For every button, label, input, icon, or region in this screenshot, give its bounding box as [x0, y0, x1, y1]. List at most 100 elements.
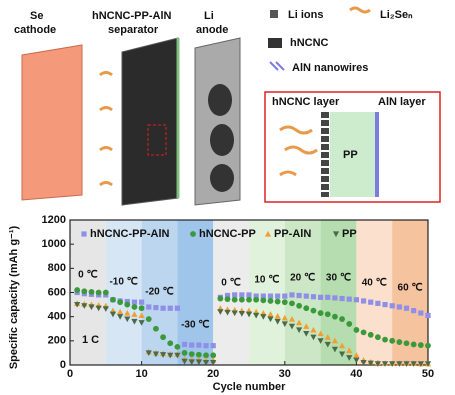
- cathode-plate: [21, 44, 83, 201]
- y-tick-label: 400: [48, 311, 66, 323]
- point: [246, 296, 252, 303]
- point: [138, 305, 145, 312]
- point: [245, 311, 253, 318]
- point: [403, 305, 410, 311]
- point: [88, 304, 95, 311]
- point: [303, 305, 310, 312]
- point: [318, 294, 324, 300]
- x-tick-label: 50: [422, 368, 434, 380]
- point: [303, 323, 310, 329]
- point: [124, 298, 130, 305]
- y-tick-label: 200: [48, 335, 66, 347]
- point: [124, 301, 131, 308]
- point: [331, 337, 339, 344]
- point: [289, 300, 295, 307]
- point: [346, 296, 352, 302]
- point: [417, 361, 424, 367]
- point: [381, 361, 389, 367]
- point: [246, 292, 252, 298]
- chart: 0 ℃ -10 ℃ -20 ℃ -30 ℃ 0 ℃ 10 ℃ 20 ℃ 30 ℃ 40 ℃ 60 …: [8, 214, 434, 393]
- temperature-label: 60 ℃: [398, 283, 423, 294]
- point: [375, 300, 381, 306]
- legend-label: hNCNC-PP: [199, 228, 256, 240]
- temperature-label: 40 ℃: [362, 278, 387, 289]
- x-tick-label: 30: [279, 368, 291, 380]
- point: [281, 321, 288, 328]
- point: [138, 320, 145, 326]
- rate-label: 1 C: [82, 334, 99, 346]
- point: [339, 295, 345, 302]
- li2sen-icon: [349, 6, 371, 14]
- point: [117, 299, 124, 306]
- point: [131, 299, 138, 305]
- anode-label: anode: [196, 24, 228, 36]
- anode-spot: [208, 84, 232, 116]
- point: [339, 316, 345, 322]
- legend-label: PP: [342, 228, 357, 240]
- point: [181, 341, 188, 348]
- point: [353, 297, 359, 303]
- point: [346, 355, 353, 361]
- temperature-label: 30 ℃: [326, 273, 351, 284]
- point: [267, 311, 274, 317]
- point: [317, 330, 324, 337]
- point: [145, 316, 152, 322]
- point: [210, 343, 216, 349]
- point: [303, 293, 309, 299]
- separator-label: hNCNC-PP-AlN: [92, 10, 171, 22]
- point: [238, 311, 245, 317]
- point: [81, 288, 88, 295]
- point: [253, 296, 260, 303]
- point: [403, 361, 410, 367]
- point: [360, 359, 367, 366]
- point: [224, 309, 231, 316]
- point: [210, 359, 217, 366]
- point: [267, 298, 274, 304]
- point: [410, 341, 417, 348]
- point: [159, 352, 167, 358]
- temperature-region: [177, 220, 214, 365]
- point: [288, 315, 296, 322]
- x-tick-label: 40: [350, 368, 362, 380]
- point: [346, 347, 353, 354]
- temperature-label: 0 ℃: [78, 270, 98, 281]
- point: [124, 316, 131, 323]
- legend-marker: [332, 231, 340, 238]
- separator-label: separator: [108, 24, 159, 36]
- point: [332, 313, 338, 320]
- point: [281, 299, 288, 306]
- point: [310, 294, 317, 300]
- point: [195, 351, 202, 358]
- legend-marker: [81, 231, 87, 237]
- separator-plate: [121, 37, 179, 206]
- cathode-label: Se: [30, 10, 43, 22]
- point: [210, 352, 217, 359]
- point: [317, 338, 324, 344]
- aln-icon: [269, 61, 285, 71]
- pp-layer: [330, 112, 375, 197]
- point: [131, 311, 138, 317]
- point: [274, 312, 281, 319]
- point: [152, 351, 160, 358]
- point: [231, 296, 238, 303]
- point: [95, 289, 102, 296]
- point: [424, 361, 432, 367]
- point: [217, 309, 224, 315]
- point: [367, 360, 374, 367]
- point: [331, 346, 339, 353]
- point: [131, 304, 138, 310]
- temperature-label: 0 ℃: [221, 278, 241, 289]
- legend-label: hNCNC-PP-AlN: [90, 228, 169, 240]
- point: [296, 319, 303, 326]
- inset-label: PP: [343, 149, 358, 161]
- point: [174, 352, 181, 359]
- point: [195, 359, 202, 366]
- point: [88, 288, 95, 295]
- x-axis-label: Cycle number: [213, 381, 286, 393]
- inset-label: hNCNC layer: [272, 96, 340, 108]
- point: [360, 329, 367, 336]
- point: [374, 334, 381, 341]
- temperature-region: [356, 220, 393, 365]
- point: [418, 310, 424, 316]
- point: [411, 308, 417, 314]
